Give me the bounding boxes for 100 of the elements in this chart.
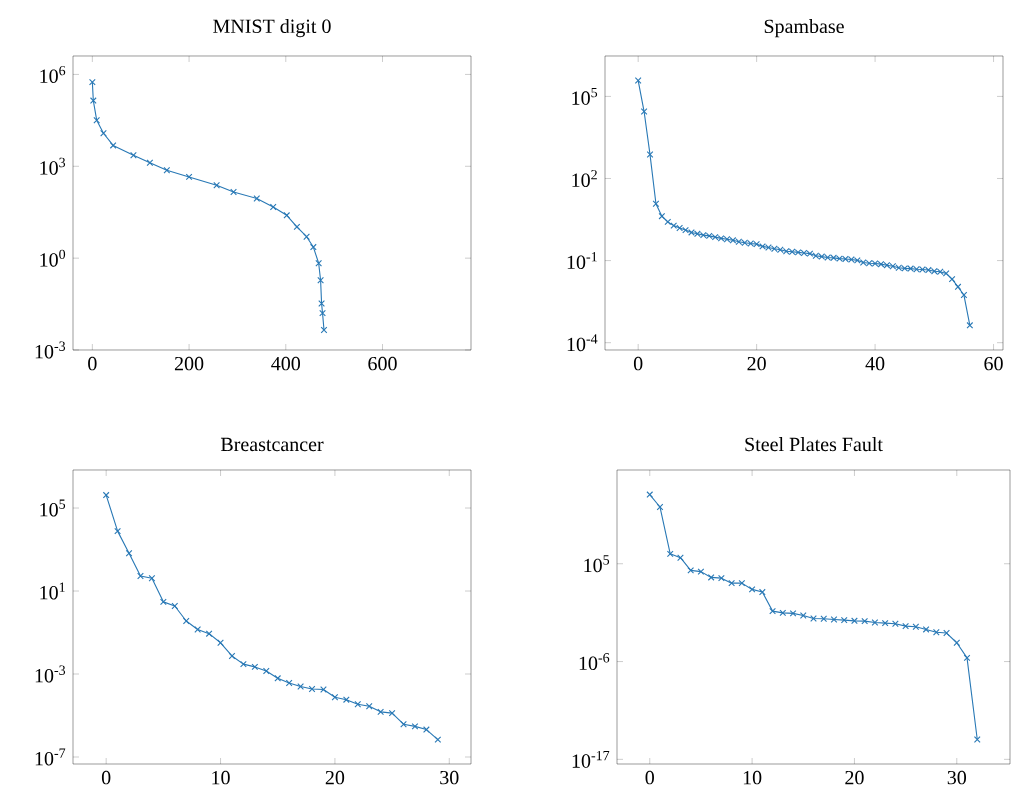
point — [789, 610, 797, 617]
point — [331, 693, 339, 701]
point — [871, 619, 879, 626]
x-tick-label: 20 — [325, 770, 345, 785]
point — [217, 639, 224, 647]
y-tick-label: 10$^{-3}$ — [35, 665, 66, 683]
x-tick-label: 600 — [368, 356, 397, 371]
point — [758, 588, 766, 596]
point — [88, 78, 96, 86]
point — [943, 629, 950, 637]
point — [677, 554, 684, 562]
y-tick-label: 10$^{-6}$ — [579, 653, 610, 671]
point — [93, 116, 101, 124]
y-tick-label: 10$^{-1}$ — [567, 252, 597, 270]
point — [652, 200, 660, 208]
point — [892, 620, 899, 628]
point — [707, 574, 715, 581]
point — [317, 276, 324, 284]
point — [830, 616, 838, 623]
point — [840, 616, 848, 624]
point — [697, 568, 705, 575]
point — [748, 586, 756, 593]
y-tick-label: 10$^{-3}$ — [35, 341, 66, 359]
y-tick-label: 10$^{-4}$ — [567, 334, 598, 352]
point — [728, 579, 736, 587]
point — [966, 321, 974, 329]
point — [799, 612, 807, 619]
x-tick-label: 30 — [440, 770, 459, 785]
point — [146, 159, 154, 167]
point — [163, 166, 171, 174]
point — [646, 491, 654, 498]
point — [932, 628, 940, 636]
point — [640, 108, 648, 115]
y-tick-label: 10$^{2}$ — [572, 170, 597, 187]
y-tick-label: 10$^{-17}$ — [572, 750, 610, 768]
x-tick-label: 10 — [212, 770, 230, 785]
y-tick-label: 10$^{-7}$ — [35, 748, 66, 766]
y-tick-label: 10$^{3}$ — [40, 157, 66, 175]
point — [861, 617, 869, 625]
x-tick-label: 30 — [947, 770, 967, 785]
chart-title: Spambase — [764, 19, 844, 38]
point — [319, 309, 326, 317]
point — [171, 602, 179, 610]
point — [297, 683, 304, 690]
point — [159, 598, 167, 606]
point — [309, 243, 317, 251]
point — [114, 527, 121, 535]
point — [285, 679, 293, 687]
point — [646, 151, 654, 158]
point — [240, 660, 247, 668]
point — [851, 617, 858, 625]
x-tick-label: 10 — [743, 770, 762, 785]
x-tick-label: 400 — [271, 356, 301, 371]
point — [634, 77, 642, 84]
chart-title: MNIST digit 0 — [213, 18, 331, 38]
point — [377, 708, 385, 716]
point — [109, 142, 117, 149]
x-tick-label: 20 — [747, 356, 766, 371]
y-tick-label: 10$^{5}$ — [572, 87, 598, 105]
point — [125, 549, 133, 557]
y-tick-label: 10$^{6}$ — [40, 65, 66, 83]
point — [182, 617, 190, 625]
point — [253, 195, 261, 202]
x-tick-label: 0 — [88, 356, 97, 371]
point — [100, 129, 107, 137]
point — [769, 607, 776, 615]
point — [148, 574, 156, 582]
point — [262, 667, 270, 675]
chart-title: Steel Plates Fault — [745, 437, 883, 452]
point — [269, 203, 277, 211]
y-tick-label: 10$^{5}$ — [584, 555, 610, 573]
x-tick-label: 200 — [174, 356, 204, 371]
point — [718, 574, 725, 582]
point — [400, 720, 407, 728]
chart-title: Breastcancer — [220, 437, 324, 452]
y-tick-label: 10$^{5}$ — [40, 499, 66, 517]
point — [434, 736, 442, 743]
point — [102, 491, 110, 499]
y-tick-label: 10$^{0}$ — [40, 249, 66, 267]
point — [922, 626, 930, 633]
x-tick-label: 0 — [633, 356, 643, 371]
point — [973, 736, 981, 743]
point — [205, 630, 213, 638]
point — [194, 626, 202, 633]
point — [902, 622, 909, 630]
point — [963, 654, 971, 662]
point — [213, 181, 221, 189]
y-tick-label: 10$^{1}$ — [40, 582, 65, 600]
point — [954, 283, 962, 291]
point — [137, 572, 144, 580]
point — [411, 722, 419, 730]
x-tick-label: 40 — [865, 356, 885, 371]
point — [230, 188, 237, 196]
point — [130, 151, 137, 159]
x-tick-label: 60 — [984, 356, 1003, 371]
x-tick-label: 0 — [645, 770, 654, 785]
point — [303, 233, 310, 241]
x-tick-label: 20 — [845, 770, 864, 785]
x-tick-label: 0 — [101, 770, 111, 785]
point — [89, 97, 97, 104]
